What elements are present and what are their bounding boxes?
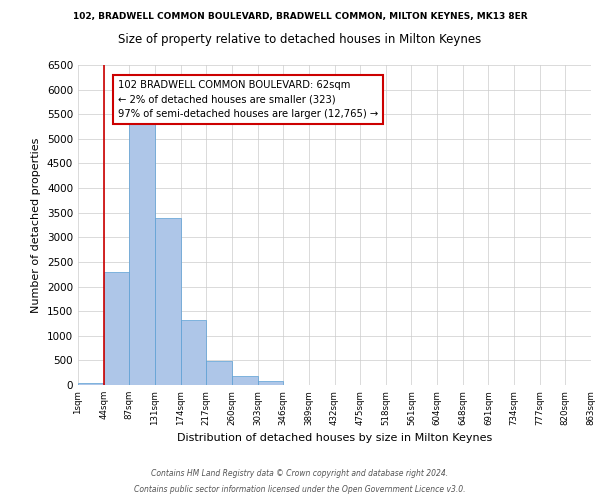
Bar bbox=[78, 382, 104, 385]
Text: Size of property relative to detached houses in Milton Keynes: Size of property relative to detached ho… bbox=[118, 32, 482, 46]
Text: 102 BRADWELL COMMON BOULEVARD: 62sqm
← 2% of detached houses are smaller (323)
9: 102 BRADWELL COMMON BOULEVARD: 62sqm ← 2… bbox=[118, 80, 378, 120]
Bar bbox=[104, 272, 130, 385]
Bar bbox=[181, 320, 206, 385]
Bar bbox=[232, 376, 257, 385]
Bar bbox=[206, 362, 232, 385]
Bar bbox=[130, 116, 155, 385]
Y-axis label: Number of detached properties: Number of detached properties bbox=[31, 138, 41, 312]
Text: Contains HM Land Registry data © Crown copyright and database right 2024.: Contains HM Land Registry data © Crown c… bbox=[151, 468, 449, 477]
Bar bbox=[257, 381, 283, 385]
Text: Contains public sector information licensed under the Open Government Licence v3: Contains public sector information licen… bbox=[134, 485, 466, 494]
Text: 102, BRADWELL COMMON BOULEVARD, BRADWELL COMMON, MILTON KEYNES, MK13 8ER: 102, BRADWELL COMMON BOULEVARD, BRADWELL… bbox=[73, 12, 527, 22]
X-axis label: Distribution of detached houses by size in Milton Keynes: Distribution of detached houses by size … bbox=[177, 433, 492, 443]
Bar bbox=[155, 218, 181, 385]
